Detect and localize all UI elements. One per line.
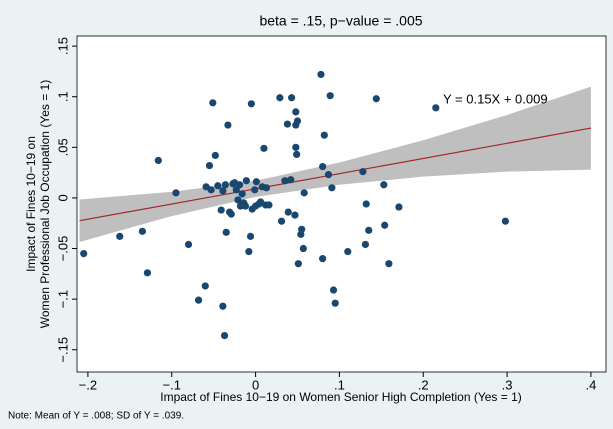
point xyxy=(385,260,393,268)
note: Note: Mean of Y = .008; SD of Y = .039. xyxy=(8,411,184,422)
point xyxy=(252,178,261,186)
point xyxy=(205,161,214,170)
point xyxy=(359,168,367,176)
point xyxy=(276,94,284,102)
point xyxy=(194,296,203,304)
x-tick-label: .3 xyxy=(502,377,513,392)
x-tick-label: .4 xyxy=(585,377,596,392)
point xyxy=(234,196,242,204)
point xyxy=(292,108,300,116)
point xyxy=(362,200,370,208)
point xyxy=(380,181,388,189)
point xyxy=(217,206,225,214)
point xyxy=(251,186,259,194)
point xyxy=(319,255,327,263)
point xyxy=(219,187,227,195)
point xyxy=(209,99,217,107)
y-tick-label: −.1 xyxy=(55,290,70,308)
y-tick-label: .05 xyxy=(55,138,70,156)
point xyxy=(320,131,328,139)
point xyxy=(365,226,373,234)
point xyxy=(331,299,339,307)
point xyxy=(219,302,227,310)
point xyxy=(184,240,193,249)
y-tick-label: −.05 xyxy=(55,236,70,262)
point xyxy=(238,190,246,198)
point xyxy=(143,269,152,277)
point xyxy=(317,70,325,79)
fit-line xyxy=(79,127,592,222)
x-tick-label: −.2 xyxy=(79,377,97,392)
point xyxy=(284,208,292,216)
point xyxy=(224,121,232,129)
point xyxy=(241,202,250,210)
chart-title: beta = .15, p−value = .005 xyxy=(259,13,422,29)
point xyxy=(221,181,229,189)
point xyxy=(501,217,509,225)
point xyxy=(432,104,440,112)
point xyxy=(319,162,327,171)
point xyxy=(277,217,286,225)
point xyxy=(329,286,338,294)
point xyxy=(326,92,334,100)
point xyxy=(232,186,240,194)
point xyxy=(116,232,124,240)
point xyxy=(207,186,215,194)
y-tick-label: 0 xyxy=(55,194,70,201)
x-tick-label: .2 xyxy=(418,377,429,392)
x-tick-label: .1 xyxy=(334,377,345,392)
point xyxy=(214,182,222,190)
point xyxy=(265,201,273,209)
point xyxy=(287,176,295,184)
point xyxy=(260,144,268,152)
point xyxy=(281,177,289,185)
point xyxy=(300,189,308,197)
point xyxy=(291,211,299,219)
point xyxy=(262,184,271,192)
x-axis-label: Impact of Fines 10−19 on Women Senior Hi… xyxy=(160,390,522,404)
point xyxy=(294,260,302,268)
point xyxy=(372,95,380,103)
point xyxy=(395,203,403,211)
point xyxy=(298,225,306,233)
y-tick-label: .1 xyxy=(55,91,70,102)
point xyxy=(138,227,146,235)
point xyxy=(293,117,302,125)
point xyxy=(299,244,307,253)
point xyxy=(324,171,333,179)
point xyxy=(227,210,235,218)
y-axis-label: Women Professional Job Occupation (Yes =… xyxy=(38,80,52,328)
y-tick-label: .15 xyxy=(55,37,70,55)
point xyxy=(220,331,229,340)
y-axis-label: Impact of Fines 10−19 on xyxy=(24,136,38,272)
y-tick-label: −.15 xyxy=(55,337,70,363)
point xyxy=(236,181,244,189)
point xyxy=(201,282,209,290)
point xyxy=(154,156,162,165)
point xyxy=(245,247,253,256)
point xyxy=(381,221,389,229)
point xyxy=(172,189,180,197)
confidence-band xyxy=(79,86,591,242)
point xyxy=(246,232,255,240)
point xyxy=(247,100,255,108)
point xyxy=(292,143,300,151)
point xyxy=(288,94,296,102)
point xyxy=(211,151,219,160)
point xyxy=(222,228,230,236)
point xyxy=(361,240,369,249)
point xyxy=(328,184,336,192)
point xyxy=(80,249,88,258)
point xyxy=(283,120,292,128)
x-tick-label: 0 xyxy=(252,377,259,392)
annotation: Y = 0.15X + 0.009 xyxy=(443,91,548,106)
point xyxy=(242,177,250,185)
point xyxy=(344,247,352,256)
x-tick-label: −.1 xyxy=(163,377,181,392)
point xyxy=(293,150,301,159)
